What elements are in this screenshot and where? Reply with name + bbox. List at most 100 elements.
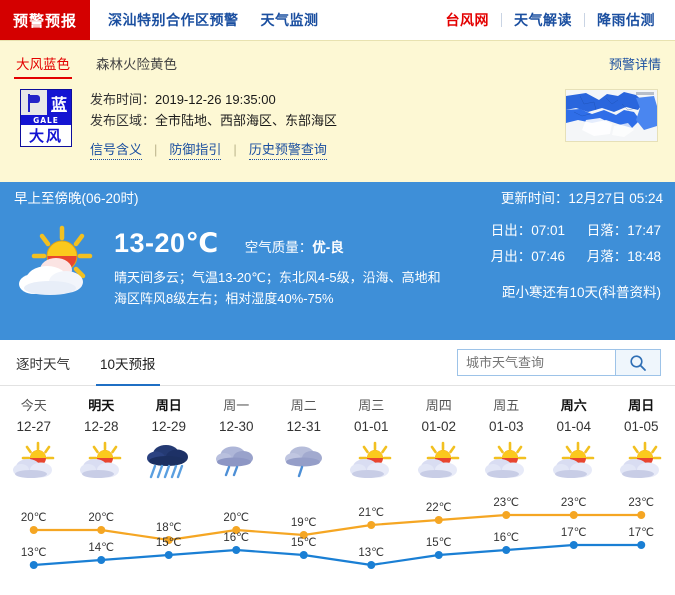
solar-term-link[interactable]: 距小寒还有10天(科普资料) — [502, 281, 661, 301]
link-divider: | — [142, 142, 169, 157]
forecast-day-headers: 今天12-27明天12-28周日12-29周一12-30周二12-31周三01-… — [0, 386, 675, 484]
forecast-day-date: 12-31 — [270, 416, 338, 438]
temp-point[interactable] — [637, 541, 645, 549]
sun-cloud-icon — [551, 441, 597, 481]
forecast-day-column[interactable]: 今天12-27 — [0, 396, 68, 484]
forecast-day-date: 12-27 — [0, 416, 68, 438]
today-info: 13-20℃ 空气质量：优-良 晴天间多云；气温13-20℃；东北风4-5级，沿… — [114, 216, 444, 309]
temp-point[interactable] — [300, 551, 308, 559]
rain-icon — [213, 441, 259, 481]
temp-point[interactable] — [232, 546, 240, 554]
temp-point[interactable] — [570, 541, 578, 549]
sun-cloud-icon — [11, 441, 57, 481]
forecast-day-name: 周日 — [135, 396, 203, 416]
nav-brand[interactable]: 预警预报 — [0, 0, 90, 40]
nav-link-shenshan[interactable]: 深汕特别合作区预警 — [108, 10, 239, 30]
forecast-day-icon — [608, 438, 675, 484]
forecast-day-icon — [405, 438, 473, 484]
forecast-day-name: 周日 — [608, 396, 675, 416]
today-update-value: 12月27日 05:24 — [568, 191, 663, 206]
link-signal-meaning[interactable]: 信号含义 — [90, 139, 142, 160]
sunrise-sunset-row: 日出：07:01 日落：17:47 — [491, 218, 661, 244]
temp-point[interactable] — [435, 551, 443, 559]
forecast-day-column[interactable]: 周五01-03 — [473, 396, 541, 484]
forecast-day-column[interactable]: 周三01-01 — [338, 396, 406, 484]
forecast-day-column[interactable]: 周六01-04 — [540, 396, 608, 484]
temperature-chart: 20℃20℃18℃20℃19℃21℃22℃23℃23℃23℃13℃14℃15℃1… — [0, 484, 675, 592]
nav-link-weather-monitor[interactable]: 天气监测 — [261, 10, 319, 30]
tab-hourly-weather[interactable]: 逐时天气 — [14, 339, 72, 386]
temp-point[interactable] — [435, 516, 443, 524]
temp-point[interactable] — [367, 561, 375, 569]
temp-point[interactable] — [570, 511, 578, 519]
city-search — [457, 349, 661, 376]
forecast-day-name: 周三 — [338, 396, 406, 416]
alert-tab-gale-blue[interactable]: 大风蓝色 — [14, 53, 72, 79]
temp-point[interactable] — [637, 511, 645, 519]
signal-level-char: 蓝 — [47, 90, 71, 115]
alert-issue-time-value: 2019-12-26 19:35:00 — [155, 92, 276, 107]
tab-ten-day-forecast[interactable]: 10天预报 — [98, 339, 158, 386]
temp-point[interactable] — [502, 511, 510, 519]
temp-label: 20℃ — [88, 512, 114, 524]
sun-cloud-icon — [78, 441, 124, 481]
link-defense-guide[interactable]: 防御指引 — [169, 139, 221, 160]
alert-area-value: 全市陆地、西部海区、东部海区 — [155, 113, 337, 128]
nav-link-rain-estimate[interactable]: 降雨估测 — [585, 10, 667, 30]
moonrise-moonset-row: 月出：07:46 月落：18:48 — [491, 244, 661, 270]
search-input[interactable] — [457, 349, 615, 376]
forecast-day-column[interactable]: 周一12-30 — [203, 396, 271, 484]
temp-point[interactable] — [165, 551, 173, 559]
temp-label: 16℃ — [223, 532, 249, 544]
heavy-rain-icon — [146, 441, 192, 481]
alert-panel: 大风蓝色 森林火险黄色 预警详情 蓝 GALE 大风 发布时间：2019-12-… — [0, 40, 675, 182]
search-button[interactable] — [615, 349, 661, 376]
forecast-day-icon — [338, 438, 406, 484]
sunrise-value: 07:01 — [531, 223, 565, 238]
forecast-day-name: 周五 — [473, 396, 541, 416]
flag-icon — [21, 90, 47, 115]
top-navigation: 预警预报 深汕特别合作区预警 天气监测 台风网 天气解读 降雨估测 — [0, 0, 675, 40]
temp-point[interactable] — [367, 521, 375, 529]
temp-label: 20℃ — [223, 512, 249, 524]
temp-point[interactable] — [30, 561, 38, 569]
forecast-day-column[interactable]: 周日01-05 — [608, 396, 675, 484]
forecast-day-column[interactable]: 周日12-29 — [135, 396, 203, 484]
today-main: 13-20℃ 空气质量：优-良 晴天间多云；气温13-20℃；东北风4-5级，沿… — [0, 212, 675, 309]
link-history-query[interactable]: 历史预警查询 — [249, 139, 327, 160]
forecast-day-name: 今天 — [0, 396, 68, 416]
temp-label: 20℃ — [21, 512, 47, 524]
temp-label: 13℃ — [21, 547, 47, 559]
today-update-row: 更新时间：12月27日 05:24 — [501, 187, 663, 207]
alert-tab-forest-fire-yellow[interactable]: 森林火险黄色 — [94, 53, 179, 79]
moonset-label: 月落： — [587, 249, 628, 264]
temp-label: 15℃ — [426, 537, 452, 549]
forecast-day-name: 周一 — [203, 396, 271, 416]
temp-line-high — [34, 515, 642, 540]
forecast-day-column[interactable]: 周二12-31 — [270, 396, 338, 484]
sun-cloud-icon — [348, 441, 394, 481]
temperature-chart-svg: 20℃20℃18℃20℃19℃21℃22℃23℃23℃23℃13℃14℃15℃1… — [0, 484, 675, 590]
forecast-day-column[interactable]: 明天12-28 — [68, 396, 136, 484]
temp-point[interactable] — [30, 526, 38, 534]
sunset-value: 17:47 — [627, 223, 661, 238]
alert-detail-link[interactable]: 预警详情 — [609, 54, 661, 79]
search-icon — [629, 354, 647, 372]
forecast-day-column[interactable]: 周四01-02 — [405, 396, 473, 484]
alert-text-block: 发布时间：2019-12-26 19:35:00 发布区域：全市陆地、西部海区、… — [90, 87, 337, 160]
moonrise-label: 月出： — [491, 249, 532, 264]
light-rain-icon — [281, 441, 327, 481]
forecast-day-icon — [540, 438, 608, 484]
nav-left-links: 深汕特别合作区预警 天气监测 — [90, 0, 319, 40]
nav-link-weather-analysis[interactable]: 天气解读 — [502, 10, 584, 30]
sun-moon-times: 日出：07:01 日落：17:47 月出：07:46 月落：18:48 — [491, 218, 661, 270]
alert-area-map-thumbnail[interactable] — [565, 89, 658, 142]
temp-point[interactable] — [502, 546, 510, 554]
temp-point[interactable] — [97, 556, 105, 564]
temp-point[interactable] — [97, 526, 105, 534]
nav-link-typhoon[interactable]: 台风网 — [434, 10, 502, 30]
today-temperature: 13-20℃ — [114, 228, 219, 259]
temp-label: 22℃ — [426, 502, 452, 514]
forecast-day-date: 01-01 — [338, 416, 406, 438]
forecast-day-date: 01-02 — [405, 416, 473, 438]
